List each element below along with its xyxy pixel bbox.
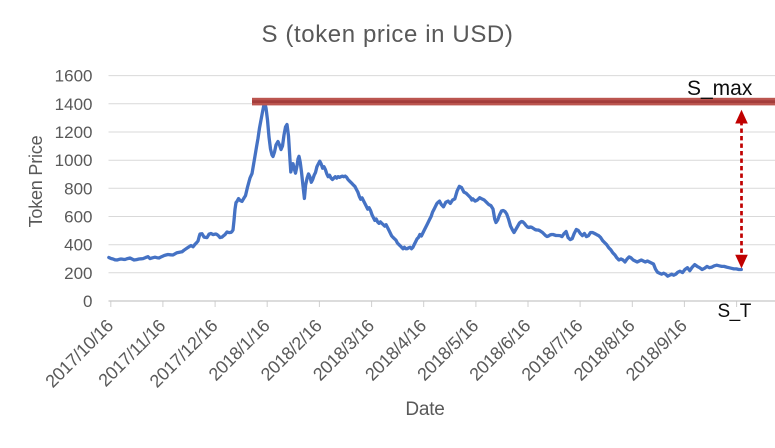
svg-text:400: 400 bbox=[64, 236, 92, 255]
svg-text:1400: 1400 bbox=[55, 95, 93, 114]
svg-text:Date: Date bbox=[405, 399, 444, 420]
svg-text:1600: 1600 bbox=[55, 67, 93, 86]
svg-text:1200: 1200 bbox=[55, 123, 93, 142]
svg-text:S_max: S_max bbox=[687, 77, 753, 100]
svg-text:Token Price: Token Price bbox=[26, 135, 46, 227]
svg-text:800: 800 bbox=[64, 179, 92, 198]
svg-text:1000: 1000 bbox=[55, 151, 93, 170]
svg-text:0: 0 bbox=[83, 292, 92, 311]
svg-text:200: 200 bbox=[64, 264, 92, 283]
svg-text:S (token price in USD): S (token price in USD) bbox=[262, 21, 514, 48]
svg-text:600: 600 bbox=[64, 208, 92, 227]
svg-text:S_T: S_T bbox=[718, 301, 752, 322]
